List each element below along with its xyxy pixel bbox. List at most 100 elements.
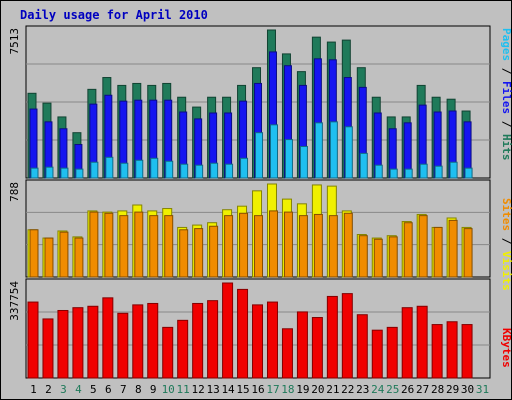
- sites-bar-27: [418, 215, 428, 278]
- legend-hits: Hits: [500, 134, 512, 161]
- x-tick-label-12: 12: [192, 383, 205, 396]
- x-tick-label-8: 8: [135, 383, 142, 396]
- pages-bar-11: [180, 163, 189, 179]
- legend-pages: Pages: [500, 28, 512, 61]
- top-legend: Pages / Files / Hits: [500, 28, 512, 161]
- sites-bar-22: [343, 212, 353, 278]
- pages-bar-22: [344, 126, 353, 179]
- pages-bar-1: [30, 167, 39, 179]
- labels-layer: 1 2 3 4 5 6 7 8 9 10 11 12 13 14 15 16 17 18 19 20 21 22 23 24 2…: [30, 383, 489, 396]
- kbytes-bar-25: [386, 326, 398, 379]
- sites-bar-14: [224, 215, 234, 278]
- sites-bar-2: [44, 237, 54, 278]
- x-tick-label-1: 1: [30, 383, 37, 396]
- middle-y-tick-label: 788: [8, 182, 21, 202]
- pages-bar-10: [165, 160, 174, 179]
- kbytes-bar-2: [42, 318, 54, 379]
- kbytes-bar-23: [356, 314, 368, 379]
- kbytes-bar-27: [416, 305, 428, 379]
- kbytes-bar-7: [117, 312, 129, 379]
- kbytes-bar-28: [431, 324, 443, 379]
- kbytes-bar-18: [281, 328, 293, 379]
- x-tick-label-17: 17: [266, 383, 279, 396]
- sites-bar-26: [403, 222, 413, 278]
- sites-bar-18: [283, 211, 293, 278]
- kbytes-bar-26: [401, 307, 413, 379]
- kbytes-bar-12: [192, 302, 204, 379]
- x-tick-label-26: 26: [401, 383, 414, 396]
- x-tick-label-21: 21: [326, 383, 339, 396]
- bottom-y-tick-label: 337754: [8, 281, 21, 321]
- sites-bar-16: [254, 215, 264, 278]
- pages-bar-14: [225, 163, 234, 179]
- pages-bar-15: [240, 157, 249, 179]
- sites-bar-28: [433, 226, 443, 278]
- pages-bar-28: [434, 165, 443, 179]
- pages-bar-16: [255, 132, 264, 179]
- x-tick-label-7: 7: [120, 383, 127, 396]
- pages-bar-2: [45, 166, 54, 179]
- pages-bar-29: [449, 161, 458, 179]
- sites-bar-30: [463, 228, 473, 278]
- sites-bar-6: [104, 212, 114, 278]
- sites-bar-3: [59, 231, 69, 278]
- x-tick-label-30: 30: [461, 383, 474, 396]
- legend-kbytes: KBytes: [500, 328, 512, 368]
- kbytes-bar-13: [207, 300, 219, 379]
- x-tick-label-16: 16: [251, 383, 264, 396]
- pages-bar-25: [389, 168, 398, 179]
- x-tick-label-11: 11: [177, 383, 190, 396]
- x-tick-label-13: 13: [206, 383, 219, 396]
- sites-bar-12: [194, 228, 204, 278]
- kbytes-bar-1: [27, 301, 39, 379]
- sites-bar-20: [313, 213, 323, 278]
- x-tick-label-4: 4: [75, 383, 82, 396]
- kbytes-bar-5: [87, 305, 99, 379]
- kbytes-bar-20: [311, 317, 323, 379]
- x-tick-label-28: 28: [431, 383, 444, 396]
- kbytes-bar-24: [371, 329, 383, 379]
- pages-bar-4: [75, 168, 84, 179]
- legend-sites: Sites: [500, 198, 512, 231]
- kbytes-bar-15: [237, 288, 249, 379]
- kbytes-bar-4: [72, 307, 84, 379]
- sites-bar-21: [328, 215, 338, 278]
- kbytes-bar-11: [177, 319, 189, 379]
- pages-bar-3: [60, 167, 69, 179]
- sites-bar-17: [268, 210, 278, 278]
- sites-bar-23: [358, 235, 368, 278]
- pages-bar-9: [150, 157, 159, 179]
- sites-bar-7: [119, 215, 129, 278]
- pages-bar-30: [464, 167, 473, 179]
- kbytes-bar-9: [147, 302, 159, 379]
- sites-bar-24: [373, 238, 383, 278]
- pages-bar-13: [210, 162, 219, 179]
- pages-bar-8: [135, 159, 144, 179]
- x-tick-label-6: 6: [105, 383, 112, 396]
- x-tick-label-10: 10: [162, 383, 175, 396]
- pages-bar-21: [329, 121, 338, 179]
- pages-bar-27: [419, 163, 428, 179]
- bottom-legend: KBytes: [500, 328, 512, 368]
- pages-bar-12: [195, 164, 204, 179]
- sites-bar-11: [179, 229, 189, 278]
- sites-bar-19: [298, 215, 308, 278]
- kbytes-bar-17: [266, 301, 278, 379]
- pages-bar-24: [374, 164, 383, 179]
- pages-bar-19: [299, 145, 308, 179]
- kbytes-bar-22: [341, 293, 353, 379]
- x-tick-label-5: 5: [90, 383, 97, 396]
- sites-bar-13: [209, 225, 219, 278]
- kbytes-bar-8: [132, 304, 144, 379]
- pages-bar-18: [284, 139, 293, 179]
- kbytes-bar-16: [252, 304, 264, 379]
- sites-bar-4: [74, 237, 84, 278]
- x-tick-label-18: 18: [281, 383, 294, 396]
- x-tick-label-9: 9: [150, 383, 157, 396]
- x-tick-label-31: 31: [476, 383, 489, 396]
- sites-bar-29: [448, 219, 458, 278]
- sites-bar-15: [239, 212, 249, 278]
- kbytes-bar-6: [102, 297, 114, 379]
